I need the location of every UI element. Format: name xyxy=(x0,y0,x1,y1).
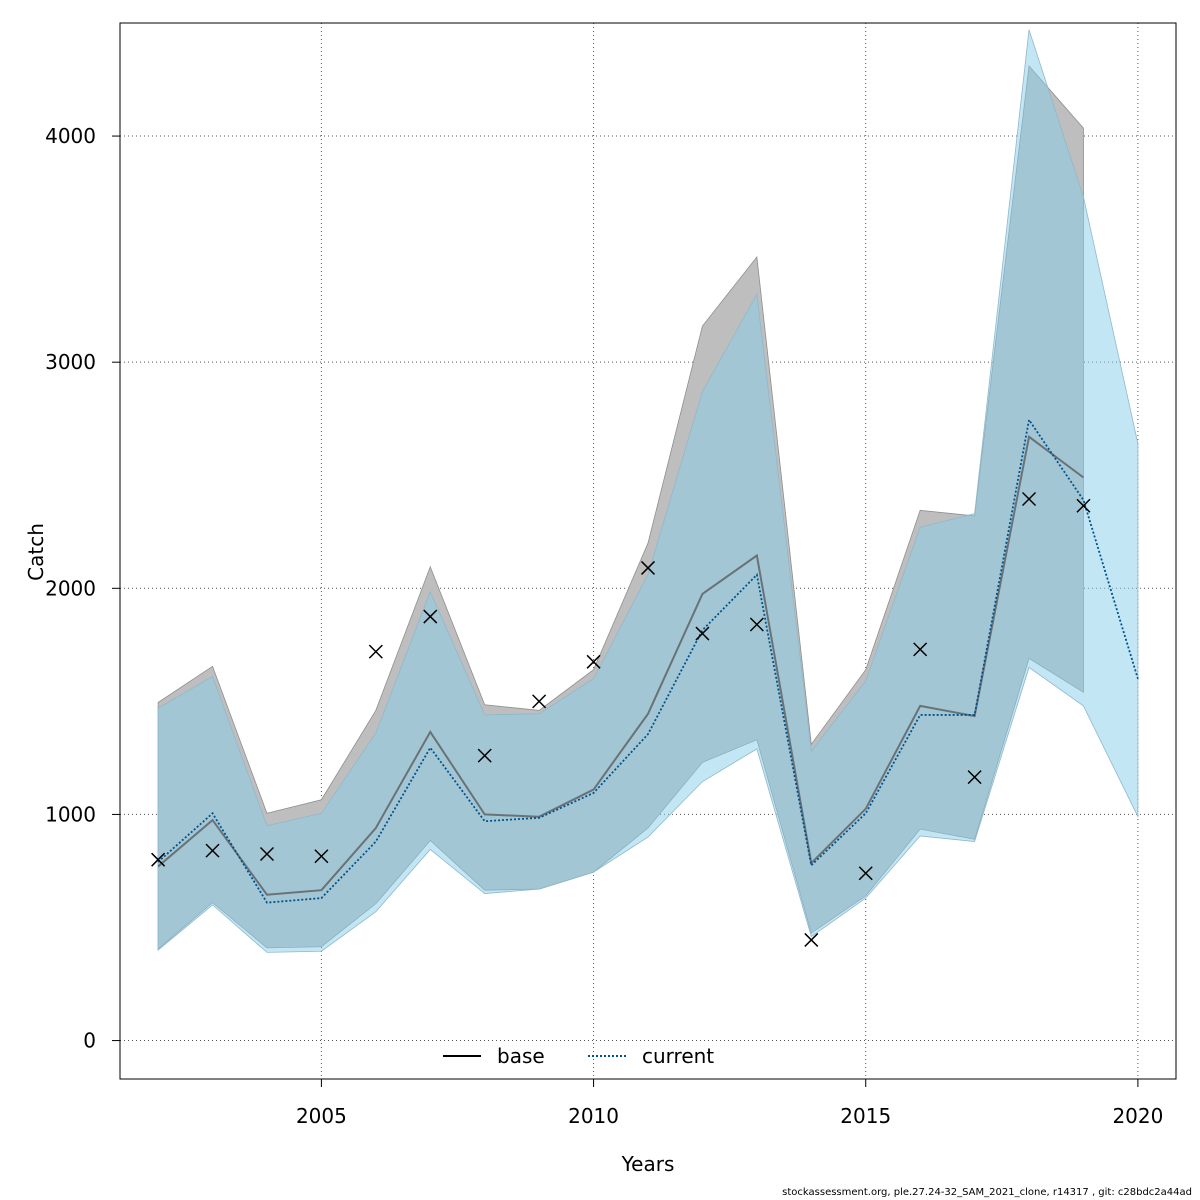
observation-point xyxy=(532,694,547,709)
x-axis-title: Years xyxy=(621,1152,675,1176)
observation-point xyxy=(858,866,873,881)
estimate-lines xyxy=(157,417,1139,904)
series-line-base xyxy=(157,435,1085,896)
observation-point xyxy=(205,843,220,858)
observation-point xyxy=(967,770,982,785)
observation-point xyxy=(804,932,819,947)
observation-point xyxy=(640,560,656,575)
observation-point xyxy=(586,654,601,669)
x-tick-label: 2020 xyxy=(1112,1104,1163,1128)
observation-point xyxy=(695,626,710,641)
confidence-band-current xyxy=(157,29,1139,953)
observation-markers xyxy=(151,491,1091,947)
series-line-current xyxy=(157,417,1139,904)
x-tick-label: 2015 xyxy=(840,1104,891,1128)
x-tick-label: 2010 xyxy=(568,1104,619,1128)
observation-point xyxy=(423,609,438,624)
observation-point xyxy=(151,852,166,867)
observation-point xyxy=(913,642,928,657)
legend: base current xyxy=(443,1044,714,1068)
y-axis-title: Catch xyxy=(24,523,48,581)
confidence-bands xyxy=(157,29,1139,953)
y-tick-label: 3000 xyxy=(45,350,96,374)
legend-label-current: current xyxy=(642,1044,714,1068)
plot-frame xyxy=(119,22,1177,1080)
footer-caption: stockassessment.org, ple.27.24-32_SAM_20… xyxy=(782,1187,1192,1198)
observation-point xyxy=(259,846,274,862)
observation-point xyxy=(314,849,329,864)
y-tick-label: 1000 xyxy=(45,802,96,826)
y-tick-label: 4000 xyxy=(45,124,96,148)
observation-point xyxy=(1022,491,1037,507)
observation-point xyxy=(477,748,492,763)
y-tick-label: 0 xyxy=(83,1029,96,1053)
observation-point xyxy=(749,617,764,632)
observation-point xyxy=(368,644,383,659)
observation-point xyxy=(1076,498,1091,513)
x-axis: 2005 2010 2015 2020 xyxy=(296,1079,1163,1128)
x-tick-label: 2005 xyxy=(296,1104,347,1128)
y-axis: 0 1000 2000 3000 4000 xyxy=(45,124,120,1053)
y-tick-label: 2000 xyxy=(45,576,96,600)
legend-label-base: base xyxy=(497,1044,545,1068)
